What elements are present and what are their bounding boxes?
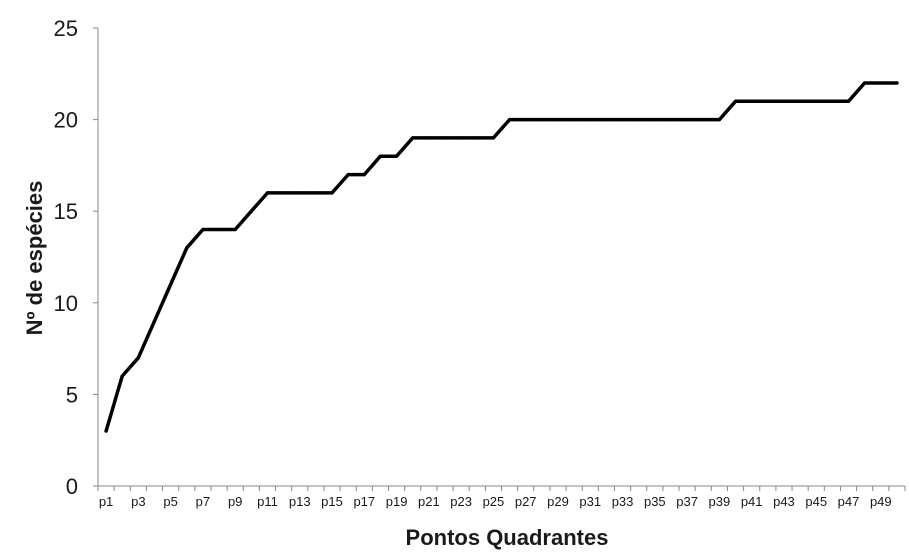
x-axis-title: Pontos Quadrantes [406,525,609,550]
data-point [282,191,286,195]
x-tick-label: p15 [321,494,343,509]
x-tick-label: p43 [773,494,795,509]
x-tick-label: p37 [676,494,698,509]
data-point [459,136,463,140]
data-point [814,99,818,103]
data-point [846,99,851,103]
data-point [524,118,528,122]
data-point [620,118,625,122]
y-tick-label: 15 [54,199,78,224]
data-point [798,99,802,103]
x-tick-label: p35 [644,494,666,509]
x-tick-label: p49 [870,494,892,509]
x-tick-label: p1 [99,494,113,509]
data-point [443,136,447,140]
x-tick-label: p45 [805,494,827,509]
data-point [427,136,431,140]
data-point [394,154,399,158]
y-tick-label: 0 [66,474,78,499]
data-point [491,136,496,140]
data-point [314,191,318,195]
x-tick-label: p13 [289,494,311,509]
data-point [863,81,867,85]
data-point [475,136,479,140]
data-point [249,209,253,213]
data-point [185,246,189,250]
data-point [298,191,302,195]
y-tick-labels: 0 5 10 15 20 25 [54,16,78,499]
data-point [766,99,770,103]
data-point [588,118,592,122]
data-point [411,136,415,140]
y-tick-marks [93,27,98,487]
series-group [104,81,899,433]
x-tick-labels: p1 p3 p5 p7 p9 p11 p13 p15 p17 p19 p21 p23 p25 p27 p29… [99,494,892,509]
data-point [717,118,721,122]
data-point [653,118,657,122]
x-tick-label: p5 [163,494,177,509]
data-point [120,374,124,378]
data-point [733,99,738,103]
series-line [104,81,899,433]
data-point [217,227,221,232]
x-tick-label: p17 [353,494,375,509]
data-point [233,227,237,232]
data-point [669,118,673,122]
data-point [604,118,609,122]
data-point [169,282,173,287]
x-tick-label: p7 [196,494,210,509]
data-point [830,99,834,103]
data-point [136,356,140,360]
data-point [265,191,270,195]
data-point [750,99,754,103]
y-axis-title: Nº de espécies [22,181,47,336]
data-point [362,172,366,177]
data-point [152,319,157,323]
x-tick-label: p23 [450,494,472,509]
data-point [701,118,705,122]
x-tick-label: p41 [741,494,763,509]
y-tick-label: 20 [54,108,78,133]
data-point [879,81,883,85]
x-tick-label: p19 [386,494,408,509]
data-point [572,118,576,122]
y-tick-label: 25 [54,16,78,41]
x-tick-label: p27 [515,494,537,509]
data-point [346,172,350,177]
x-tick-label: p11 [257,494,278,509]
data-point [895,81,899,85]
y-tick-label: 5 [66,382,78,407]
data-point [104,429,108,433]
data-point [685,118,689,122]
x-tick-label: p9 [228,494,242,509]
data-point [201,227,205,232]
data-point [540,118,544,122]
data-point [637,118,641,122]
x-tick-label: p3 [131,494,145,509]
data-point [507,118,512,122]
data-point [330,191,334,195]
x-tick-label: p31 [579,494,601,509]
x-tick-label: p29 [547,494,569,509]
x-tick-label: p25 [483,494,505,509]
x-tick-label: p39 [709,494,731,509]
x-tick-label: p33 [612,494,634,509]
x-tick-label: p21 [418,494,440,509]
y-tick-label: 10 [54,291,78,316]
data-point [782,99,786,103]
data-point [378,154,383,158]
x-tick-marks [97,486,906,491]
x-tick-label: p47 [838,494,860,509]
data-point [556,118,560,122]
